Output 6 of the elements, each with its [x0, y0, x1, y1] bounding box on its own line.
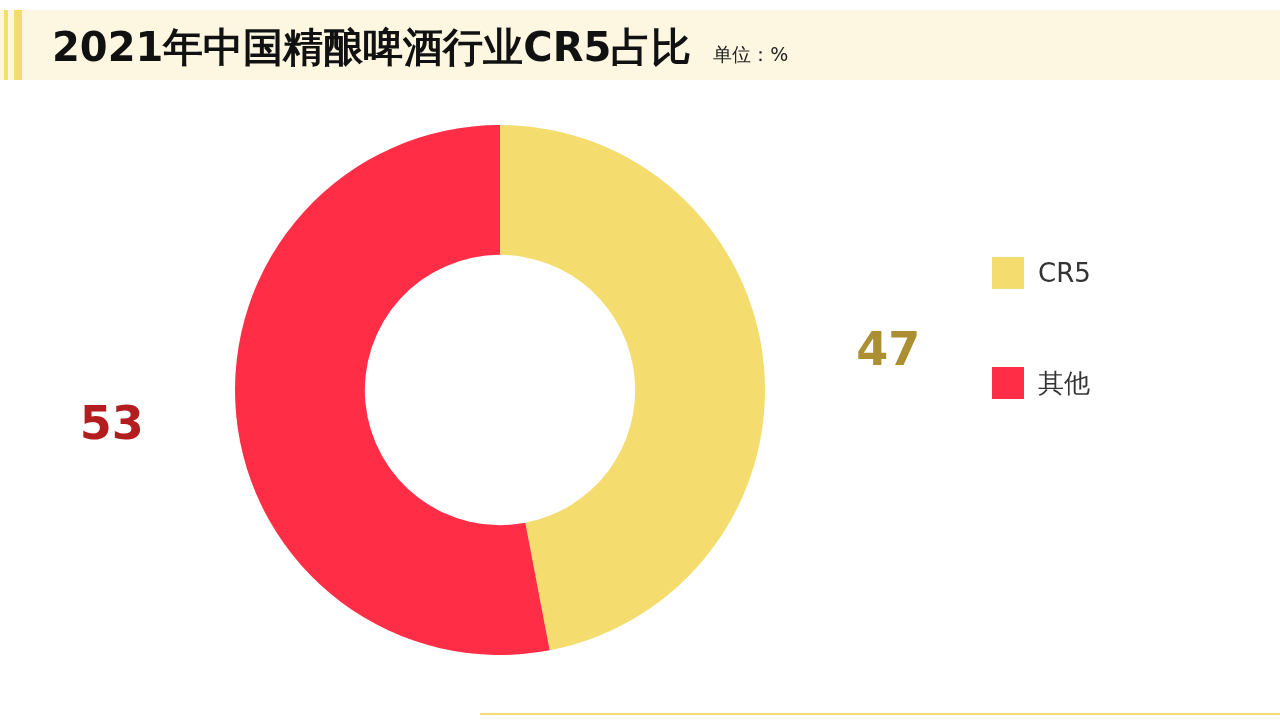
chart-subtitle: 单位：%	[713, 42, 789, 67]
data-label: 53	[79, 395, 144, 450]
legend-label: CR5	[1038, 258, 1091, 288]
data-label: 47	[856, 322, 921, 377]
chart-title: 2021年中国精酿啤酒行业CR5占比	[52, 23, 692, 72]
legend-label: 其他	[1038, 366, 1090, 400]
